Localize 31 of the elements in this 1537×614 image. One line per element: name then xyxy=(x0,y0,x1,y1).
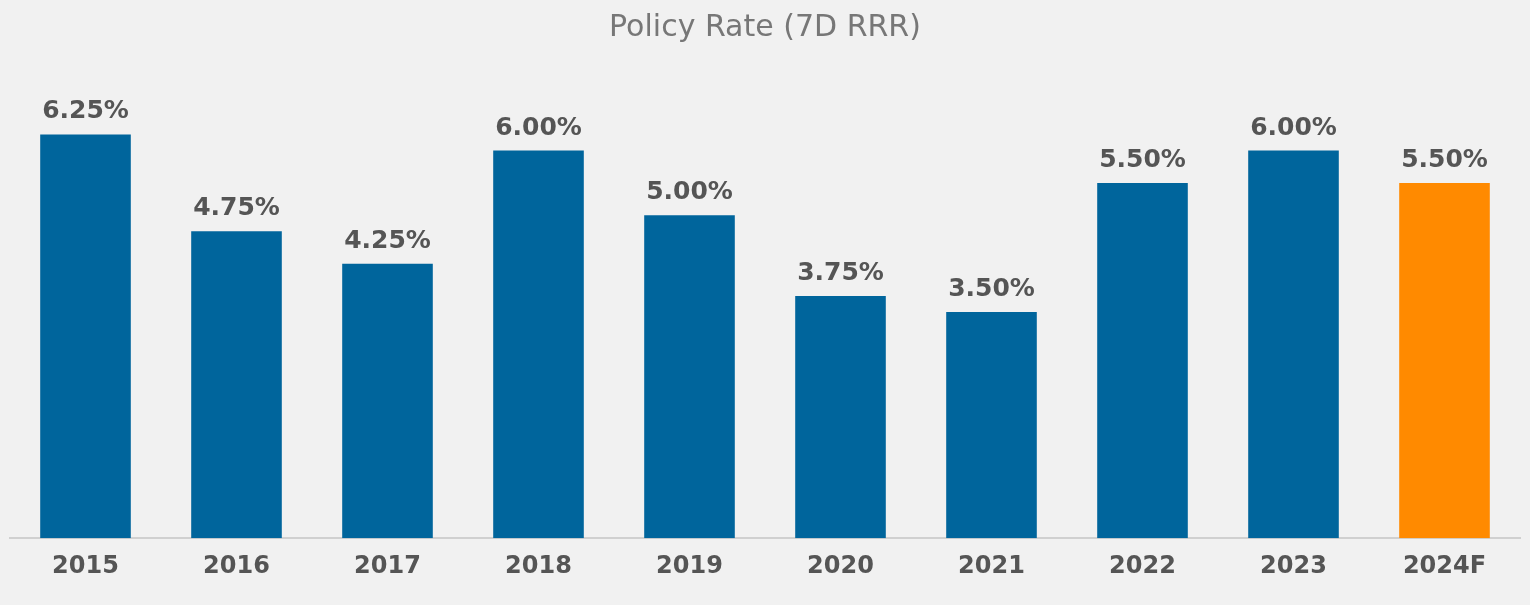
bar xyxy=(795,295,886,539)
bar xyxy=(342,263,433,539)
data-label: 5.50% xyxy=(1401,143,1488,173)
chart-title: Policy Rate (7D RRR) xyxy=(609,7,921,43)
x-tick-label: 2023 xyxy=(1260,550,1327,579)
x-tick-label: 2021 xyxy=(958,550,1025,579)
bar xyxy=(1248,150,1339,539)
x-tick-label: 2018 xyxy=(505,550,572,579)
x-tick-label: 2019 xyxy=(656,550,723,579)
data-label: 4.75% xyxy=(193,192,280,222)
bar xyxy=(644,215,735,539)
x-tick-label: 2016 xyxy=(203,550,270,579)
bar xyxy=(40,134,131,539)
data-label: 6.00% xyxy=(1250,111,1337,141)
x-tick-label: 2017 xyxy=(354,550,421,579)
data-label: 4.25% xyxy=(344,224,431,254)
x-tick-label: 2015 xyxy=(52,550,119,579)
data-label: 6.25% xyxy=(42,95,129,125)
data-label: 3.50% xyxy=(948,273,1035,303)
bar xyxy=(946,312,1037,539)
bar xyxy=(1399,182,1490,539)
bar xyxy=(191,231,282,539)
data-label: 5.50% xyxy=(1099,143,1186,173)
data-label: 6.00% xyxy=(495,111,582,141)
bar xyxy=(493,150,584,539)
data-label: 3.75% xyxy=(797,256,884,286)
data-label: 5.00% xyxy=(646,176,733,206)
x-tick-label: 2022 xyxy=(1109,550,1176,579)
x-tick-label: 2024F xyxy=(1402,550,1487,579)
bar xyxy=(1097,182,1188,539)
x-tick-label: 2020 xyxy=(807,550,874,579)
